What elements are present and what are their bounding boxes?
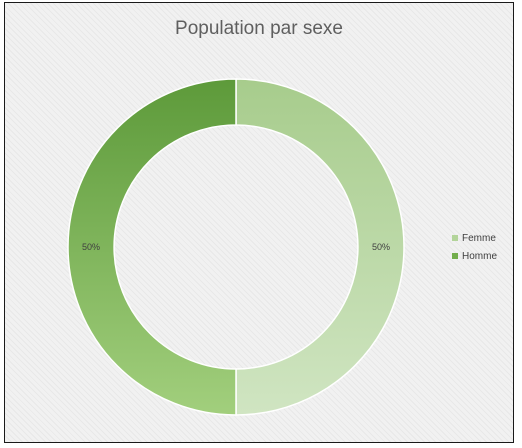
slice-homme — [67, 78, 237, 416]
data-label-homme: 50% — [82, 242, 100, 252]
chart-area: Population par sexe 50% 50% Femme Homme — [4, 2, 514, 443]
donut-chart: 50% 50% — [67, 78, 405, 416]
chart-title: Population par sexe — [175, 18, 343, 39]
legend-item-femme: Femme — [452, 229, 497, 247]
data-label-femme: 50% — [372, 242, 390, 252]
legend-label: Femme — [462, 232, 496, 244]
slice-femme — [235, 78, 405, 416]
legend-swatch — [452, 253, 458, 259]
legend: Femme Homme — [452, 229, 497, 265]
legend-label: Homme — [462, 250, 498, 262]
legend-item-homme: Homme — [452, 247, 497, 265]
legend-swatch — [452, 235, 458, 241]
